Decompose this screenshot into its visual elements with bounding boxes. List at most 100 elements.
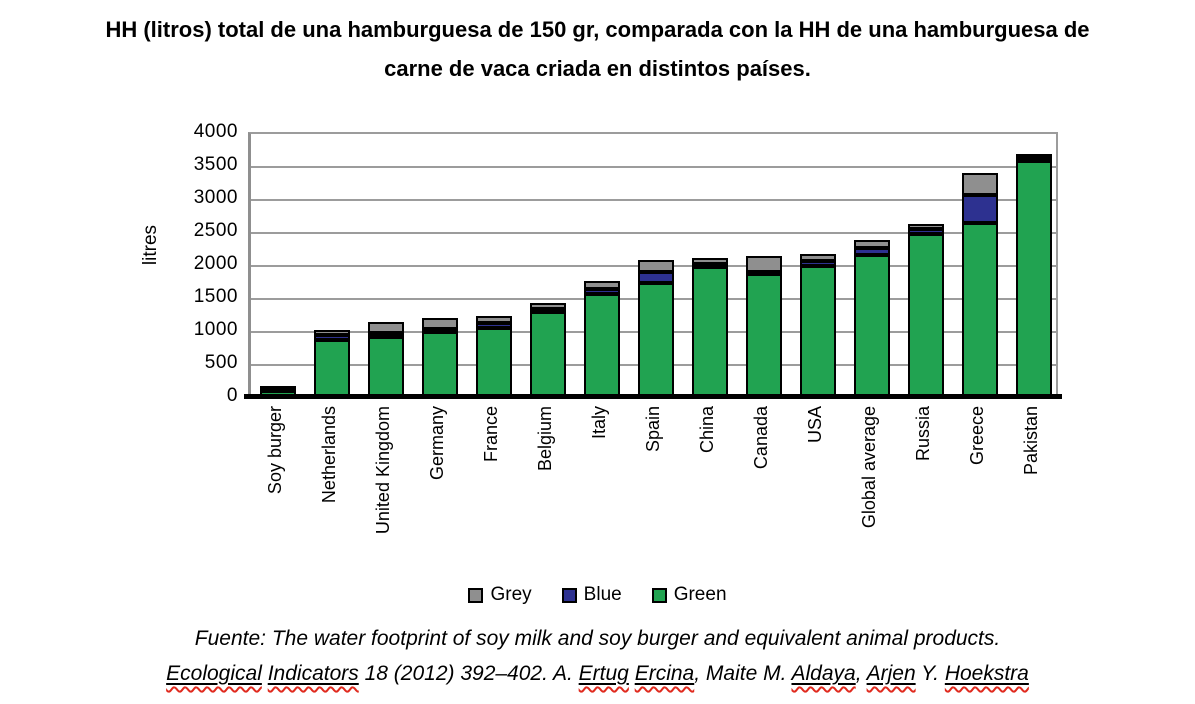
legend-swatch-icon [561,587,577,603]
x-axis-label-box: France [464,406,518,586]
source-line-1: Fuente: The water footprint of soy milk … [194,627,1001,650]
citation-text: , Maite M. [694,662,792,685]
citation-word-underlined: Hoekstra [945,662,1029,685]
citation-text: 18 (2012) 392–402. A. [358,662,579,685]
y-tick-label: 500 [204,352,238,373]
bar-segment-grey [800,254,836,261]
x-axis-label: Greece [967,406,987,466]
chart-title-line-2: carne de vaca criada en distintos países… [384,56,811,81]
bar-segment-grey [1016,154,1052,158]
chart-title-line-1: HH (litros) total de una hamburguesa de … [105,17,1090,42]
x-axis-label: Canada [751,406,771,470]
spellcheck-wavy-underline: Aldaya [791,662,856,685]
x-axis-label: USA [805,406,825,444]
bar-segment-grey [530,303,566,309]
source-citation: Fuente: The water footprint of soy milk … [0,621,1195,691]
legend-item-green: Green [651,584,727,606]
bar-segment-grey [368,322,404,333]
x-axis-label-box: Belgium [518,406,572,586]
bar-segment-grey [260,386,296,390]
x-axis-label-box: China [680,406,734,586]
x-axis-label: Belgium [535,406,555,472]
x-axis-label-box: Germany [410,406,464,586]
bar-global-average [854,134,890,396]
legend-swatch-icon [651,587,667,603]
x-axis-label: France [481,406,501,463]
bar-china [692,134,728,396]
bar-netherlands [314,134,350,396]
x-axis-label: Soy burger [265,406,285,495]
spellcheck-wavy-underline: Ertug [578,662,629,685]
bar-italy [584,134,620,396]
spellcheck-wavy-underline: Arjen [866,662,916,685]
legend-label: Green [673,584,727,605]
x-axis-label: Netherlands [319,406,339,504]
gridline [251,166,1056,168]
bar-segment-grey [584,281,620,289]
legend-label: Blue [583,584,622,605]
y-tick-label: 2500 [193,220,238,241]
bar-canada [746,134,782,396]
citation-word-underlined: Ertug [579,662,629,685]
citation-word-underlined: Arjen [867,662,916,685]
x-axis-label-box: Global average [842,406,896,586]
spellcheck-wavy-underline: Hoekstra [944,662,1029,685]
legend-item-blue: Blue [561,584,622,606]
bar-segment-green [746,274,782,396]
bar-segment-grey [476,316,512,323]
bar-segment-green [476,328,512,396]
bar-segment-green [584,294,620,396]
y-axis-title: litres [140,224,161,266]
x-axis-label: Russia [913,406,933,462]
bar-segment-green [692,267,728,396]
legend: Grey Blue Green [0,584,1195,606]
x-axis-label: Italy [589,406,609,440]
bar-segment-grey [746,256,782,272]
bar-segment-blue [584,289,620,294]
x-axis-label: Global average [859,406,879,529]
bar-segment-grey [854,240,890,248]
chart-title: HH (litros) total de una hamburguesa de … [0,10,1195,88]
citation-word-underlined: Aldaya [791,662,855,685]
bar-segment-grey [692,258,728,264]
x-axis-label-box: Italy [572,406,626,586]
x-axis-label-box: USA [788,406,842,586]
legend-label: Grey [490,584,532,605]
bar-segment-grey [962,173,998,195]
x-axis-label-box: Pakistan [1004,406,1058,586]
plot-area [248,132,1058,396]
gridline [251,232,1056,234]
citation-word-underlined: Ecological [166,662,262,685]
y-tick-label: 4000 [193,121,238,142]
bar-segment-blue [368,333,404,337]
bar-germany [422,134,458,396]
citation-text: Y. [915,662,945,685]
x-axis-label-box: Russia [896,406,950,586]
y-tick-label: 3000 [193,187,238,208]
bar-segment-grey [908,224,944,229]
bar-belgium [530,134,566,396]
y-tick-label: 2000 [193,253,238,274]
bar-france [476,134,512,396]
bar-segment-green [908,234,944,396]
bar-segment-grey [314,330,350,335]
bar-segment-blue [476,323,512,328]
bar-segment-grey [638,260,674,272]
legend-item-grey: Grey [468,584,532,606]
source-line-2: Ecological Indicators 18 (2012) 392–402.… [0,656,1195,691]
bar-segment-green [800,266,836,396]
y-tick-label: 1500 [193,286,238,307]
bar-segment-blue [908,229,944,234]
bar-pakistan [1016,134,1052,396]
bar-segment-green [962,223,998,396]
spellcheck-wavy-underline: Ecological [166,662,262,685]
x-axis-label-box: Canada [734,406,788,586]
x-axis-label-box: Soy burger [248,406,302,586]
citation-word-underlined: Indicators [268,662,359,685]
bar-segment-green [314,340,350,396]
x-axis-label: United Kingdom [373,406,393,535]
spellcheck-wavy-underline: Indicators [267,662,359,685]
bar-segment-green [530,312,566,396]
legend-swatch-icon [468,587,484,603]
bar-segment-green [368,337,404,396]
